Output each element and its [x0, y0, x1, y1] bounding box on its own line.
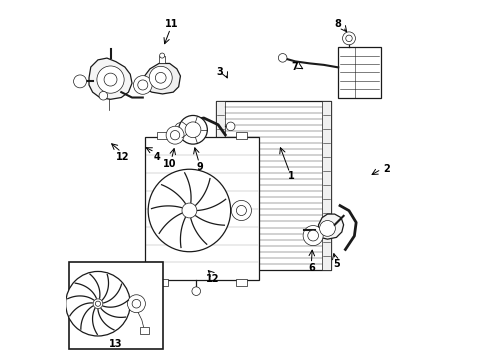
Circle shape [343, 32, 355, 45]
Text: 4: 4 [154, 152, 161, 162]
Text: 10: 10 [163, 159, 176, 169]
Text: 13: 13 [109, 339, 122, 349]
Bar [236, 279, 247, 286]
Circle shape [308, 230, 319, 241]
Bar [157, 132, 168, 139]
Text: 12: 12 [206, 274, 220, 284]
Bar [159, 55, 166, 63]
Polygon shape [318, 214, 343, 239]
Circle shape [303, 226, 323, 246]
Text: 5: 5 [333, 259, 340, 269]
Text: 9: 9 [197, 162, 203, 172]
Circle shape [182, 203, 197, 218]
Circle shape [179, 116, 207, 144]
Circle shape [160, 53, 165, 58]
Polygon shape [143, 63, 180, 94]
Circle shape [133, 76, 152, 94]
Polygon shape [89, 58, 132, 99]
Circle shape [96, 301, 100, 306]
Bar [216, 101, 225, 270]
Circle shape [192, 287, 200, 296]
Circle shape [226, 122, 235, 131]
Circle shape [231, 201, 251, 221]
Circle shape [319, 221, 335, 236]
Bar [140, 327, 149, 334]
Bar [236, 132, 247, 139]
Circle shape [97, 66, 124, 93]
Circle shape [185, 122, 201, 138]
Bar [145, 137, 259, 280]
Text: 11: 11 [165, 19, 178, 29]
Bar [69, 262, 163, 348]
Circle shape [278, 54, 287, 62]
Circle shape [148, 169, 231, 252]
Circle shape [149, 66, 172, 89]
Circle shape [74, 75, 87, 88]
Circle shape [236, 206, 246, 216]
Bar [322, 101, 331, 270]
Circle shape [99, 91, 108, 100]
Bar [338, 47, 381, 98]
Circle shape [66, 271, 130, 336]
Circle shape [127, 295, 146, 313]
Text: 8: 8 [335, 19, 342, 29]
Circle shape [104, 73, 117, 86]
Circle shape [155, 72, 166, 83]
Text: 7: 7 [292, 62, 298, 72]
Circle shape [132, 300, 141, 308]
Text: 3: 3 [217, 67, 223, 77]
Text: 2: 2 [383, 164, 390, 174]
Circle shape [166, 126, 184, 144]
Circle shape [93, 299, 103, 309]
Bar [216, 101, 331, 270]
Text: 6: 6 [308, 263, 315, 273]
Bar [157, 279, 168, 286]
Text: 12: 12 [116, 152, 130, 162]
Circle shape [175, 123, 186, 134]
Circle shape [138, 80, 148, 90]
Circle shape [346, 35, 352, 41]
Circle shape [171, 131, 180, 140]
Text: 1: 1 [288, 171, 295, 181]
